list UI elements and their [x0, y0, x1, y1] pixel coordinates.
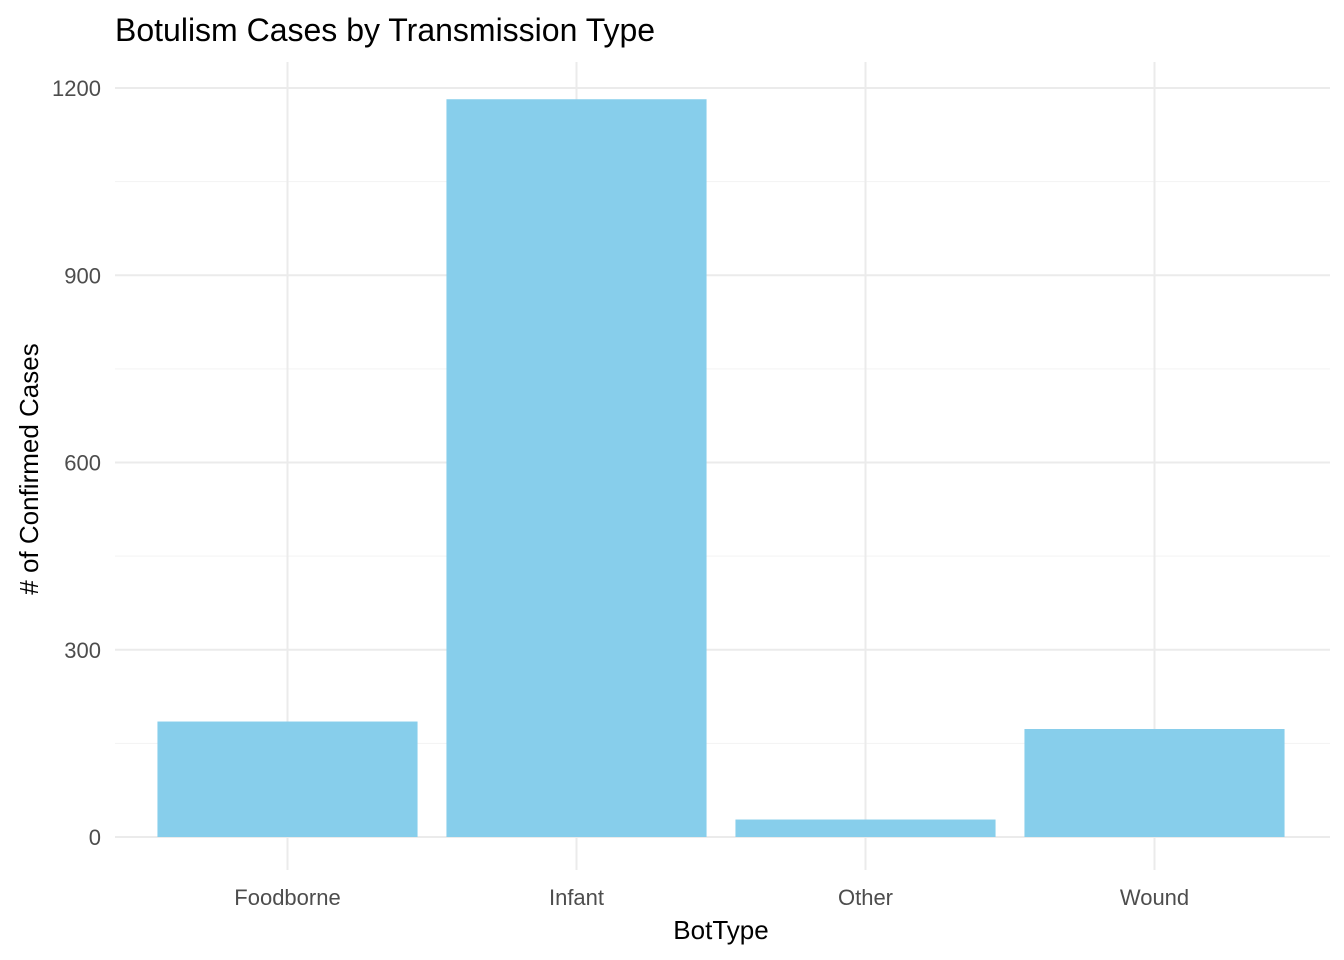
y-axis-title: # of Confirmed Cases — [14, 343, 44, 594]
y-tick-label: 300 — [64, 638, 101, 663]
x-tick-label: Infant — [549, 885, 604, 910]
x-tick-labels: Foodborne Infant Other Wound — [234, 885, 1189, 910]
x-axis-title: BotType — [673, 915, 768, 945]
x-tick-label: Foodborne — [234, 885, 340, 910]
x-tick-label: Other — [838, 885, 893, 910]
bar-other — [735, 819, 996, 837]
y-tick-label: 1200 — [52, 76, 101, 101]
y-tick-label: 900 — [64, 263, 101, 288]
bar-wound — [1024, 729, 1285, 837]
y-tick-label: 0 — [89, 825, 101, 850]
x-tick-label: Wound — [1120, 885, 1189, 910]
bar-infant — [446, 99, 707, 838]
y-tick-label: 600 — [64, 451, 101, 476]
bars — [157, 99, 1285, 838]
bar-foodborne — [157, 721, 418, 837]
chart-title: Botulism Cases by Transmission Type — [115, 12, 655, 48]
y-tick-labels: 0 300 600 900 1200 — [52, 76, 101, 850]
